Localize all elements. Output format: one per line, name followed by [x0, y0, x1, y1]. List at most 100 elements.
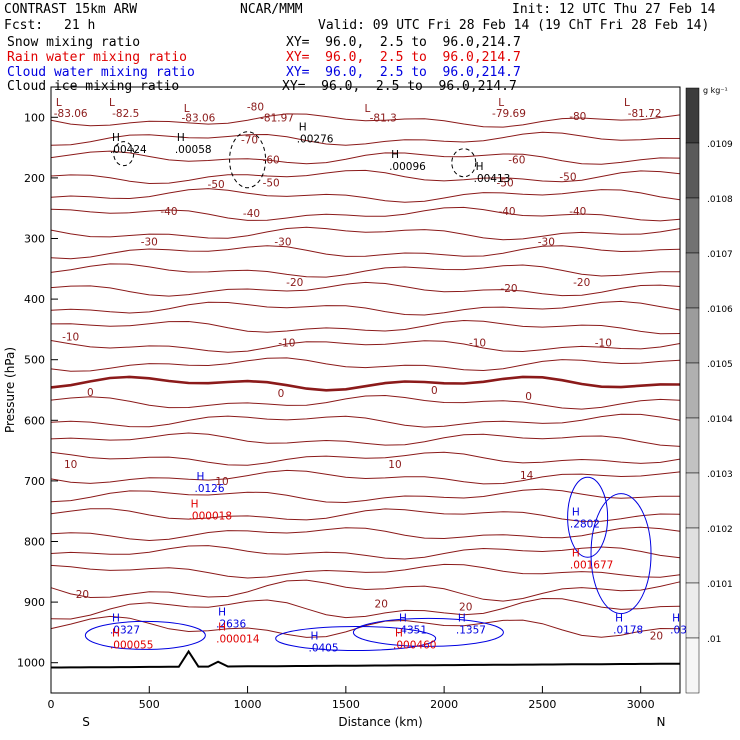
isotherm-line: [50, 188, 681, 203]
y-tick-label: 700: [24, 475, 45, 488]
terrain-line: [51, 649, 680, 669]
high-value-label: .2802: [570, 518, 600, 530]
isotherm-line: [50, 131, 680, 146]
field-snow-name: Snow mixing ratio: [7, 35, 141, 50]
low-marker: L: [365, 103, 371, 115]
colorbar-bin: [685, 362, 700, 419]
y-tick-label: 200: [24, 172, 45, 185]
high-marker: H: [177, 132, 185, 144]
isotherm-label: 0: [278, 388, 285, 400]
colorbar-label: .0103: [707, 470, 733, 480]
isotherm-label: -40: [160, 206, 177, 218]
isotherm-label: 14: [520, 470, 534, 482]
isotherm-label: 20: [76, 589, 89, 601]
high-value-label: .00413: [474, 173, 511, 185]
high-value-label: .2636: [216, 618, 246, 630]
cloud-water-contour: [590, 493, 652, 615]
high-value-label: .00058: [175, 144, 212, 156]
high-value-label: .00276: [297, 134, 334, 146]
x-tick-label: 2000: [430, 698, 458, 711]
high-marker: H: [310, 631, 318, 643]
y-axis-label: Pressure (hPa): [3, 347, 17, 433]
isotherm-line: [50, 451, 681, 466]
field-snow-xy: XY= 96.0, 2.5 to 96.0,214.7: [286, 35, 521, 50]
y-tick-label: 100: [24, 111, 45, 124]
isotherm-label: -40: [569, 206, 586, 218]
colorbar-bin: [685, 307, 700, 364]
high-value-label: .000460: [393, 640, 436, 652]
high-marker: H: [395, 628, 403, 640]
high-value-label: .00424: [110, 144, 147, 156]
x-tick-label: 2500: [528, 698, 556, 711]
low-marker: L: [56, 97, 62, 109]
isotherm-label: -79.69: [492, 108, 526, 120]
colorbar-bin: [685, 142, 700, 199]
plot-frame: [50, 86, 681, 694]
isotherm-label: -80: [569, 111, 586, 123]
colorbar-label: .0105: [707, 360, 733, 370]
isotherm-label: -83.06: [54, 108, 88, 120]
isotherm-label: 20: [650, 630, 663, 642]
isotherm-line: [50, 300, 681, 316]
isotherm-label: -30: [538, 237, 555, 249]
isotherm-label: 10: [388, 459, 401, 471]
colorbar-unit: g kg⁻¹: [703, 86, 728, 95]
isotherm-label: -20: [286, 277, 303, 289]
colorbar-label: .0101: [707, 580, 733, 590]
high-value-label: .0327: [110, 624, 140, 636]
isotherm-line: [50, 281, 681, 297]
isotherm-label: -50: [208, 179, 225, 191]
isotherm-line: [50, 579, 681, 602]
isotherm-label: -81.3: [370, 112, 397, 124]
isotherm-label: 0: [431, 385, 438, 397]
y-tick-label: 900: [24, 596, 45, 609]
high-value-label: .000018: [189, 510, 232, 522]
field-rain-name: Rain water mixing ratio: [7, 50, 188, 65]
x-end-label-south: S: [82, 715, 90, 729]
cloud-ice-contour: [229, 131, 267, 189]
isotherm-label: 10: [64, 459, 77, 471]
colorbar-label: .0104: [707, 415, 733, 425]
isotherm-label: -50: [496, 178, 513, 190]
isotherm-label: -30: [141, 237, 158, 249]
high-value-label: .000014: [216, 633, 260, 645]
isotherm-label: -50: [263, 178, 280, 190]
high-marker: H: [672, 612, 680, 624]
isotherm-label: -30: [274, 237, 291, 249]
low-marker: L: [109, 97, 115, 109]
isotherm-line: [50, 432, 681, 447]
isotherm-line: [50, 245, 681, 260]
isotherm-label: -40: [498, 206, 515, 218]
colorbar-bin: [685, 527, 700, 584]
high-marker: H: [218, 621, 226, 633]
high-marker: H: [572, 506, 580, 518]
isotherm-label: -70: [241, 135, 258, 147]
low-marker: L: [184, 103, 190, 115]
high-marker: H: [399, 612, 407, 624]
low-marker: L: [498, 97, 504, 109]
isotherm-label: -10: [62, 332, 79, 344]
isotherm-line: [50, 113, 681, 128]
isotherm-label: -81.72: [628, 108, 662, 120]
colorbar-label: .0108: [707, 195, 733, 205]
high-value-label: .0405: [308, 643, 338, 655]
center-title: NCAR/MMM: [240, 2, 303, 17]
isotherm-label: -50: [559, 172, 576, 184]
colorbar-bin: [685, 417, 700, 474]
isotherm-label: -81.97: [260, 112, 294, 124]
high-marker: H: [458, 612, 466, 624]
colorbar-label: .0102: [707, 525, 733, 535]
isotherm-label: -10: [278, 338, 295, 350]
y-tick-label: 300: [24, 233, 45, 246]
colorbar-bin: [685, 582, 700, 639]
isotherm-line: [50, 508, 681, 522]
isotherm-line: [50, 263, 681, 278]
high-marker: H: [615, 612, 623, 624]
field-cloud-water-xy: XY= 96.0, 2.5 to 96.0,214.7: [286, 65, 521, 80]
isotherm-line: [50, 375, 681, 392]
colorbar-bin: [685, 472, 700, 529]
model-title: CONTRAST 15km ARW: [4, 2, 138, 17]
init-time: Init: 12 UTC Thu 27 Feb 14: [512, 2, 716, 17]
high-marker: H: [572, 548, 580, 560]
